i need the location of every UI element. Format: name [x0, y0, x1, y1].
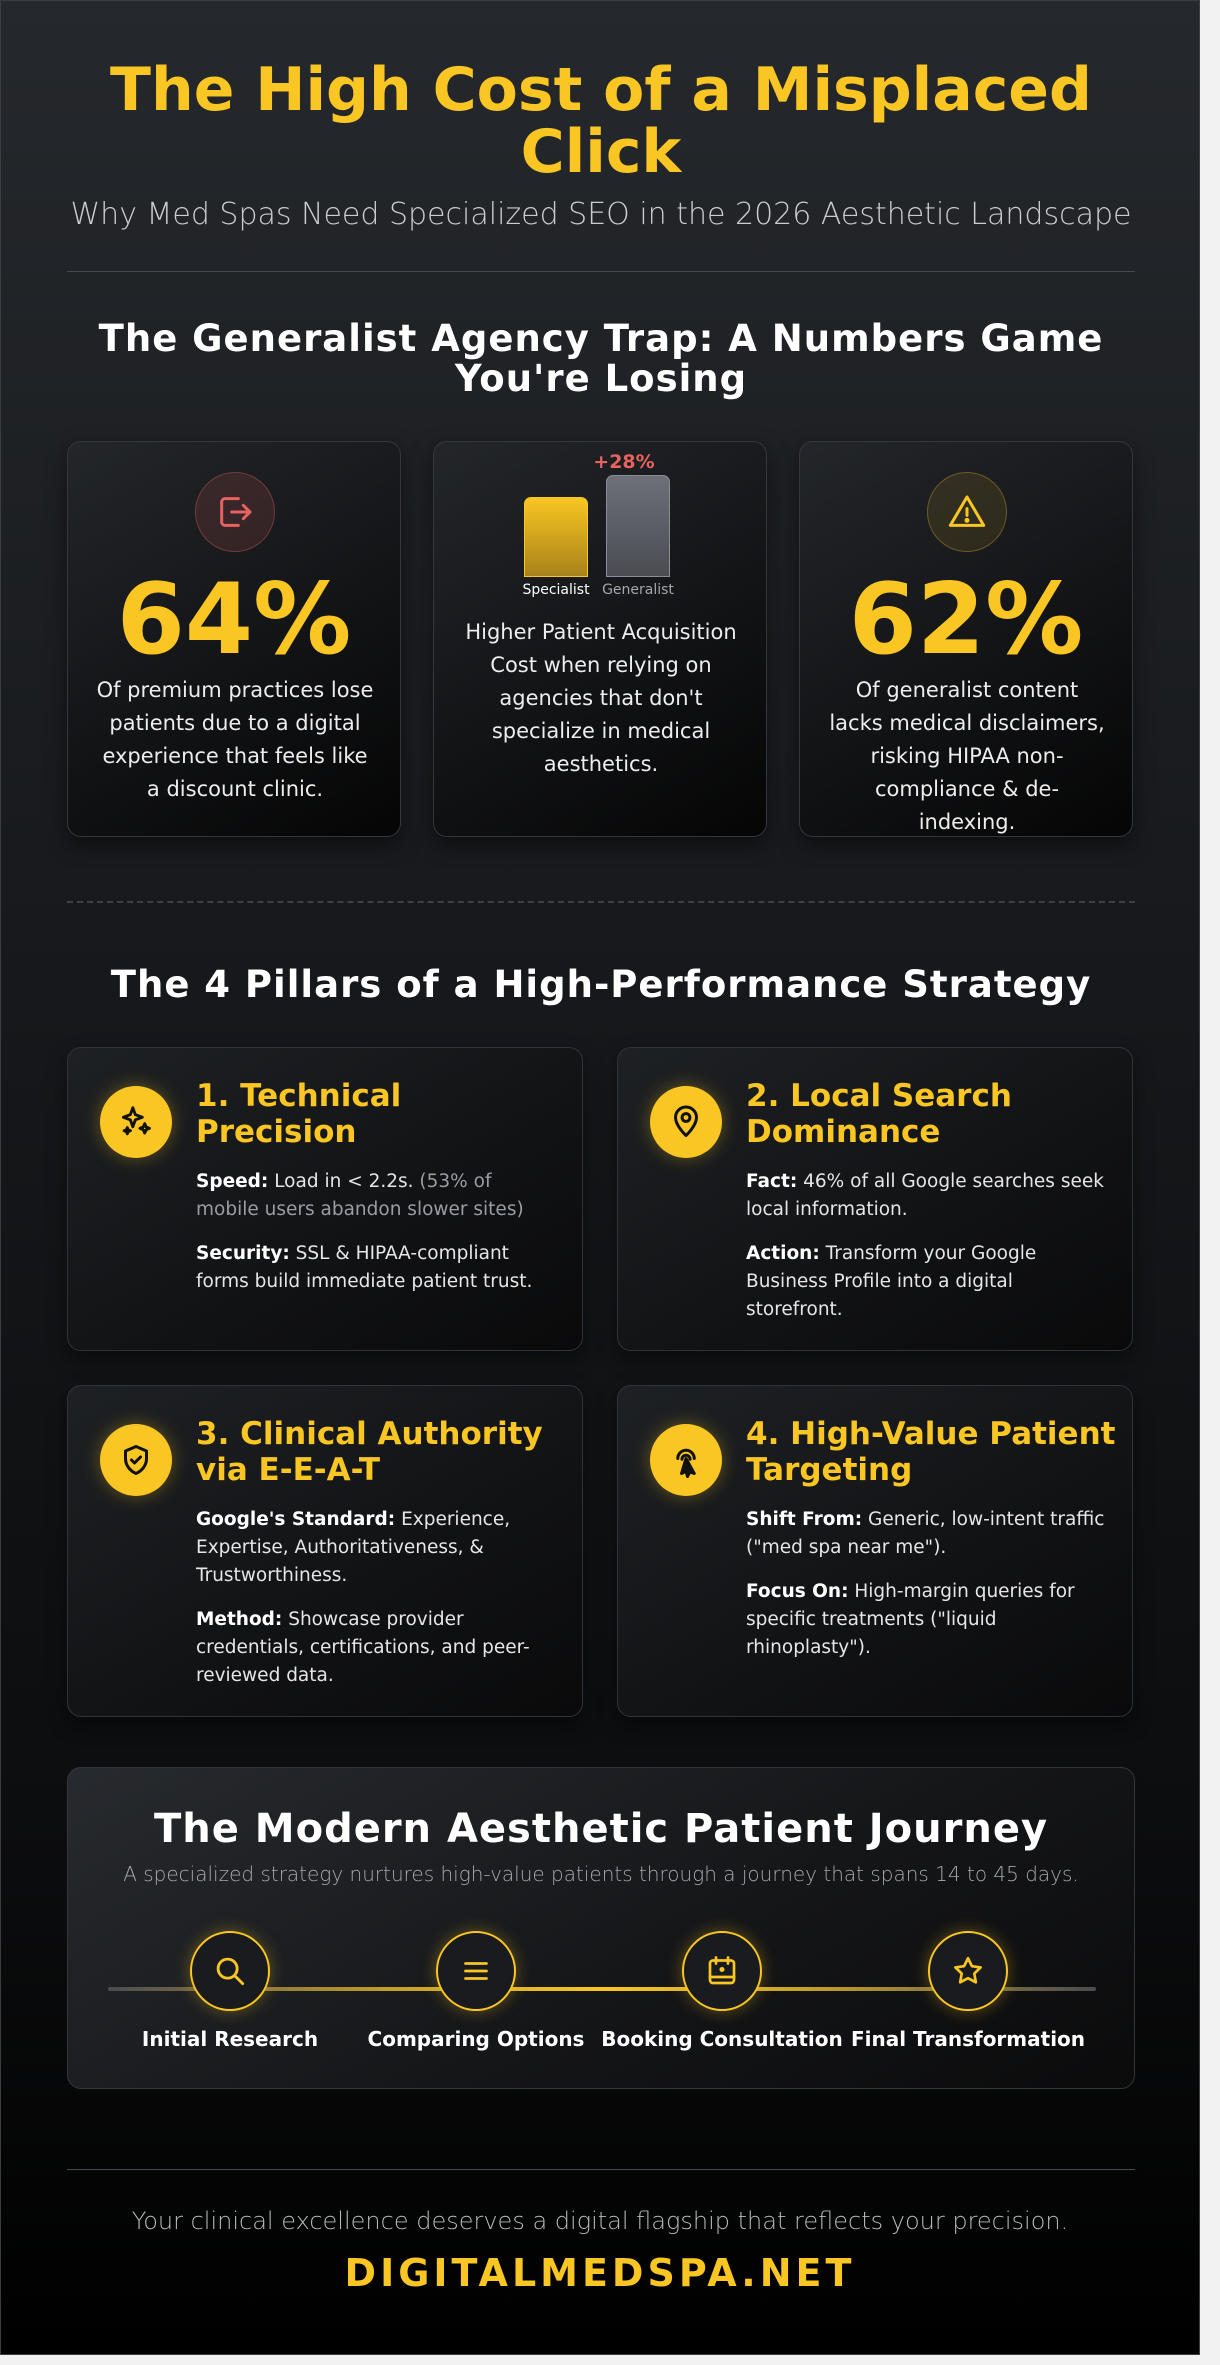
journey-step-label: Final Transformation: [850, 2027, 1086, 2051]
stat-card-acquisition-cost: +28% Specialist Generalist Higher Patien…: [433, 441, 767, 837]
pillar-title: 1. Technical Precision: [196, 1078, 402, 1150]
infographic-page: The High Cost of a Misplaced Click Why M…: [0, 0, 1200, 2355]
pillar-point: Google's Standard: Experience, Expertise…: [196, 1509, 511, 1586]
stat-description: Of premium practices lose patients due t…: [96, 678, 374, 801]
pillar-title: 2. Local Search Dominance: [746, 1078, 1012, 1150]
pillar-point: Method: Showcase provider credentials, c…: [196, 1609, 530, 1686]
pillar-card-technical: 1. Technical Precision Speed: Load in < …: [67, 1047, 583, 1351]
map-pin-icon: [650, 1086, 722, 1158]
specialist-label: Specialist: [522, 582, 590, 598]
pillar-point: Security: SSL & HIPAA-compliant forms bu…: [196, 1243, 533, 1292]
pillar-point: Fact: 46% of all Google searches seek lo…: [746, 1171, 1104, 1220]
generalist-label: Generalist: [602, 582, 674, 598]
pillar-card-local-search: 2. Local Search Dominance Fact: 46% of a…: [617, 1047, 1133, 1351]
pillar-title: 4. High-Value Patient Targeting: [746, 1416, 1116, 1488]
page-title: The High Cost of a Misplaced Click: [110, 55, 1092, 187]
stat-value: 64%: [116, 563, 352, 677]
stat-card-compliance-risk: 62% Of generalist content lacks medical …: [799, 441, 1133, 837]
divider: [67, 2169, 1135, 2170]
stat-description: Of generalist content lacks medical disc…: [829, 678, 1105, 834]
pillar-point: Focus On: High-margin queries for specif…: [746, 1581, 1075, 1658]
brand-link[interactable]: DIGITALMEDSPA.NET: [344, 2251, 856, 2295]
pillar-card-clinical-authority: 3. Clinical Authority via E-E-A-T Google…: [67, 1385, 583, 1717]
page-subtitle: Why Med Spas Need Specialized SEO in the…: [70, 197, 1132, 232]
journey-title: The Modern Aesthetic Patient Journey: [153, 1806, 1049, 1852]
stat-card-lost-patients: 64% Of premium practices lose patients d…: [67, 441, 401, 837]
pillar-point: Speed: Load in < 2.2s. (53% of mobile us…: [196, 1171, 524, 1220]
pillar-point: Action: Transform your Google Business P…: [746, 1243, 1037, 1320]
increase-label: +28%: [593, 451, 655, 473]
shield-check-icon: [100, 1424, 172, 1496]
journey-subtitle: A specialized strategy nurtures high-val…: [123, 1862, 1079, 1886]
journey-step-label: Initial Research: [141, 2027, 319, 2051]
patient-journey-panel: The Modern Aesthetic Patient Journey A s…: [67, 1767, 1135, 2089]
journey-timeline: [108, 1987, 1096, 1991]
divider: [67, 271, 1135, 272]
pillars-section-heading: The 4 Pillars of a High-Performance Stra…: [110, 963, 1092, 1006]
tap-cursor-icon: [650, 1424, 722, 1496]
generalist-bar: [606, 475, 670, 577]
trap-section-heading: The Generalist Agency Trap: A Numbers Ga…: [98, 317, 1104, 400]
sparkles-icon: [100, 1086, 172, 1158]
pillar-title: 3. Clinical Authority via E-E-A-T: [196, 1416, 543, 1488]
pillar-card-patient-targeting: 4. High-Value Patient Targeting Shift Fr…: [617, 1385, 1133, 1717]
calendar-icon: [682, 1931, 762, 2011]
journey-step-label: Booking Consultation: [601, 2027, 843, 2051]
footer-tagline: Your clinical excellence deserves a digi…: [131, 2207, 1069, 2235]
list-icon: [436, 1931, 516, 2011]
journey-step-label: Comparing Options: [367, 2027, 585, 2051]
search-icon: [190, 1931, 270, 2011]
stat-description: Higher Patient Acquisition Cost when rel…: [465, 620, 737, 776]
stat-value: 62%: [848, 563, 1084, 677]
dashed-divider: [67, 901, 1135, 903]
specialist-bar: [524, 497, 588, 577]
pillar-point: Shift From: Generic, low-intent traffic …: [746, 1509, 1105, 1558]
warning-triangle-icon: [927, 472, 1007, 552]
star-icon: [928, 1931, 1008, 2011]
exit-door-icon: [195, 472, 275, 552]
